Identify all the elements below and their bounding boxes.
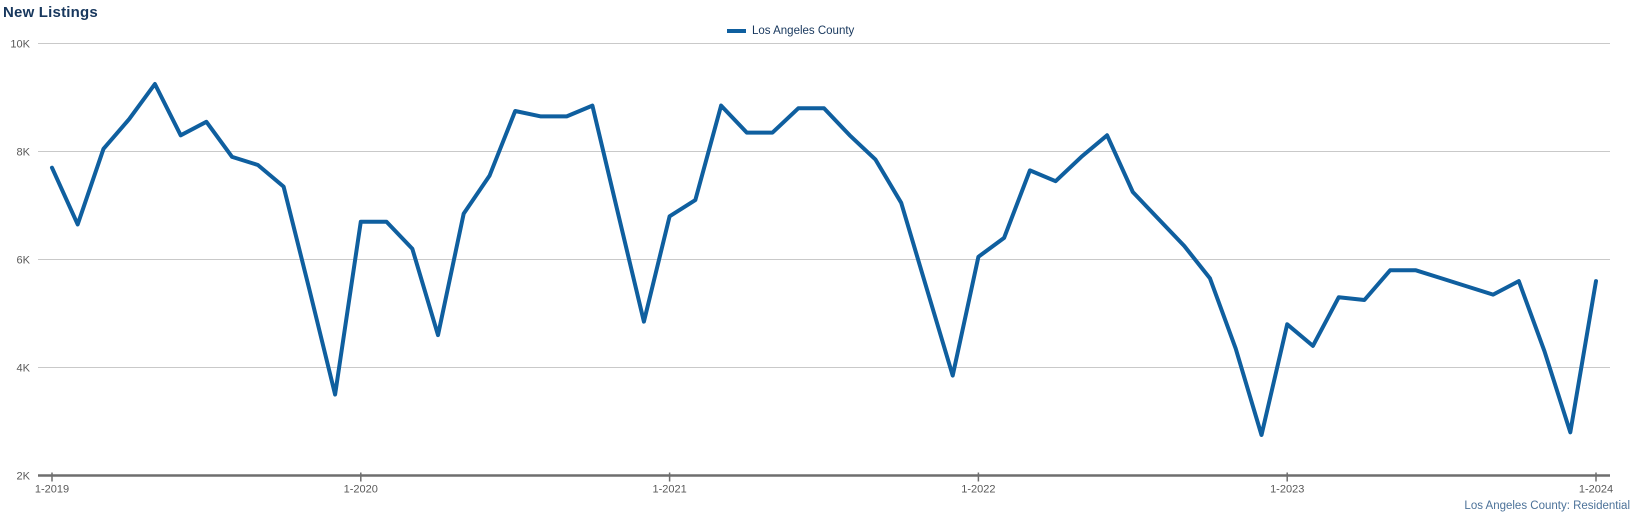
- y-tick-label: 10K: [10, 39, 30, 51]
- x-tick-label: 1-2020: [344, 484, 378, 496]
- chart-footnote: Los Angeles County: Residential: [1464, 500, 1630, 512]
- legend-series-label: Los Angeles County: [752, 25, 855, 37]
- y-tick-label: 4K: [17, 363, 31, 375]
- y-tick-label: 2K: [17, 471, 31, 483]
- x-tick-label: 1-2021: [652, 484, 686, 496]
- x-tick-label: 1-2024: [1579, 484, 1613, 496]
- chart-title: New Listings: [3, 4, 98, 21]
- legend: Los Angeles County: [727, 23, 854, 39]
- series-line-los-angeles-county: [50, 82, 1598, 437]
- y-tick-label: 6K: [17, 255, 31, 267]
- legend-line-swatch: [727, 29, 746, 33]
- x-tick-label: 1-2023: [1270, 484, 1304, 496]
- x-tick-label: 1-2019: [35, 484, 69, 496]
- y-tick-label: 8K: [17, 147, 31, 159]
- x-tick-label: 1-2022: [961, 484, 995, 496]
